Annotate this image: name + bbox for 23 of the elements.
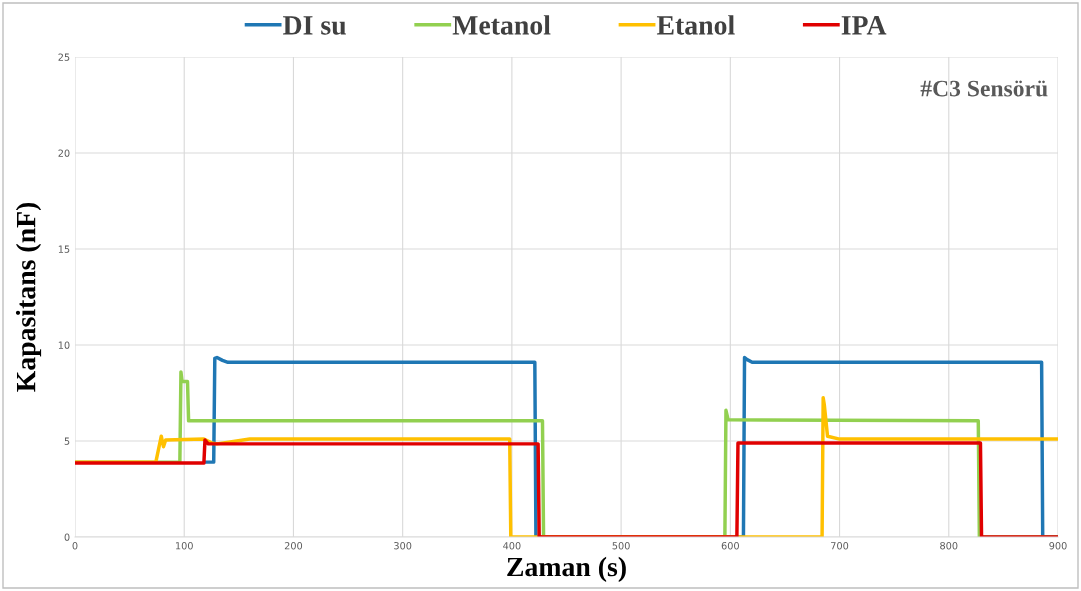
y-axis-title: Kapasitans (nF) bbox=[15, 202, 42, 392]
x-tick-label: 900 bbox=[1049, 542, 1067, 550]
y-tick-label: 0 bbox=[64, 533, 70, 541]
y-tick-label: 10 bbox=[58, 341, 70, 349]
legend-label: DI su bbox=[283, 16, 346, 35]
annotation: #C3 Sensörü bbox=[920, 80, 1048, 97]
y-tick-label: 25 bbox=[58, 53, 70, 61]
y-tick-label: 15 bbox=[58, 245, 70, 253]
x-tick-label: 0 bbox=[72, 542, 78, 550]
x-axis-title: Zaman (s) bbox=[507, 556, 626, 583]
x-tick-label: 800 bbox=[940, 542, 958, 550]
legend-label: IPA bbox=[841, 16, 887, 35]
x-tick-label: 300 bbox=[394, 542, 412, 550]
x-tick-label: 100 bbox=[176, 542, 193, 550]
legend-label: Etanol bbox=[656, 15, 735, 35]
y-tick-label: 20 bbox=[58, 149, 70, 157]
x-tick-label: 400 bbox=[503, 542, 521, 550]
x-tick-label: 700 bbox=[831, 542, 849, 550]
x-tick-label: 600 bbox=[721, 542, 739, 550]
x-tick-label: 500 bbox=[612, 542, 630, 550]
x-tick-label: 200 bbox=[284, 542, 303, 550]
legend-label: Metanol bbox=[452, 15, 551, 35]
y-tick-label: 5 bbox=[64, 437, 70, 445]
